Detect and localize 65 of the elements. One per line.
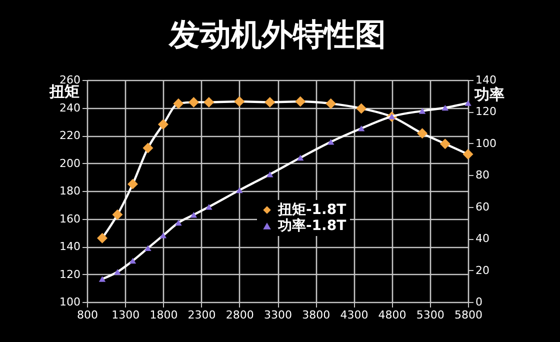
point — [190, 212, 198, 218]
x-tick-label: 5800 — [454, 308, 482, 322]
point — [142, 142, 154, 154]
chart-title: 发动机外特性图 — [168, 17, 386, 53]
x-tick-label: 2300 — [188, 308, 216, 322]
legend-label: 功率-1.8T — [277, 217, 347, 234]
point — [204, 96, 214, 108]
y-tick-label: 140 — [60, 240, 80, 253]
x-tick-label: 3800 — [302, 308, 330, 322]
y2-tick-label: 80 — [476, 168, 490, 182]
point — [188, 96, 199, 108]
point — [175, 220, 182, 226]
point — [358, 125, 365, 132]
x-tick-label: 1800 — [150, 308, 178, 322]
point — [464, 100, 472, 106]
point — [297, 154, 304, 161]
point — [234, 96, 245, 107]
point — [356, 103, 367, 114]
point — [442, 104, 448, 111]
point — [160, 232, 167, 238]
y-tick-label: 180 — [60, 184, 80, 198]
point — [96, 232, 108, 244]
y-tick-label: 240 — [60, 101, 80, 114]
point — [388, 114, 396, 120]
point — [326, 98, 336, 109]
point — [158, 119, 168, 130]
legend-label: 扭矩-1.8T — [277, 202, 347, 218]
x-tick-label: 5300 — [416, 308, 444, 322]
y2-tick-label: 40 — [476, 232, 490, 246]
point — [266, 171, 274, 178]
y-tick-label: 120 — [60, 268, 80, 281]
y-tick-label: 100 — [60, 296, 80, 308]
point — [417, 128, 428, 139]
point — [112, 209, 123, 220]
x-tick-label: 4800 — [378, 308, 406, 322]
y2-axis-title: 功率 — [474, 86, 504, 104]
x-tick-label: 3300 — [264, 308, 292, 322]
point — [418, 108, 426, 114]
y2-tick-label: 20 — [476, 264, 490, 277]
point — [462, 148, 474, 160]
point — [173, 98, 184, 109]
point — [440, 138, 450, 150]
point — [295, 96, 306, 107]
point — [206, 204, 212, 210]
y-axis-title: 扭矩 — [48, 82, 80, 100]
x-tick-label: 800 — [77, 308, 98, 322]
point — [327, 138, 334, 145]
point — [236, 187, 243, 194]
x-tick-label: 1300 — [112, 308, 140, 322]
point — [129, 258, 136, 264]
point — [114, 268, 121, 275]
point — [144, 245, 152, 251]
y2-tick-label: 60 — [476, 200, 490, 214]
point — [98, 276, 106, 282]
y-tick-label: 200 — [60, 156, 80, 170]
y2-tick-label: 100 — [476, 136, 496, 150]
y-tick-label: 160 — [60, 212, 80, 226]
x-tick-label: 4300 — [340, 308, 368, 322]
point — [127, 178, 138, 190]
x-tick-label: 2800 — [226, 308, 254, 322]
y2-tick-label: 0 — [476, 296, 482, 308]
point — [264, 96, 276, 108]
y-tick-label: 220 — [60, 129, 80, 142]
y2-tick-label: 120 — [476, 105, 496, 118]
y2-tick-label: 140 — [476, 74, 496, 86]
